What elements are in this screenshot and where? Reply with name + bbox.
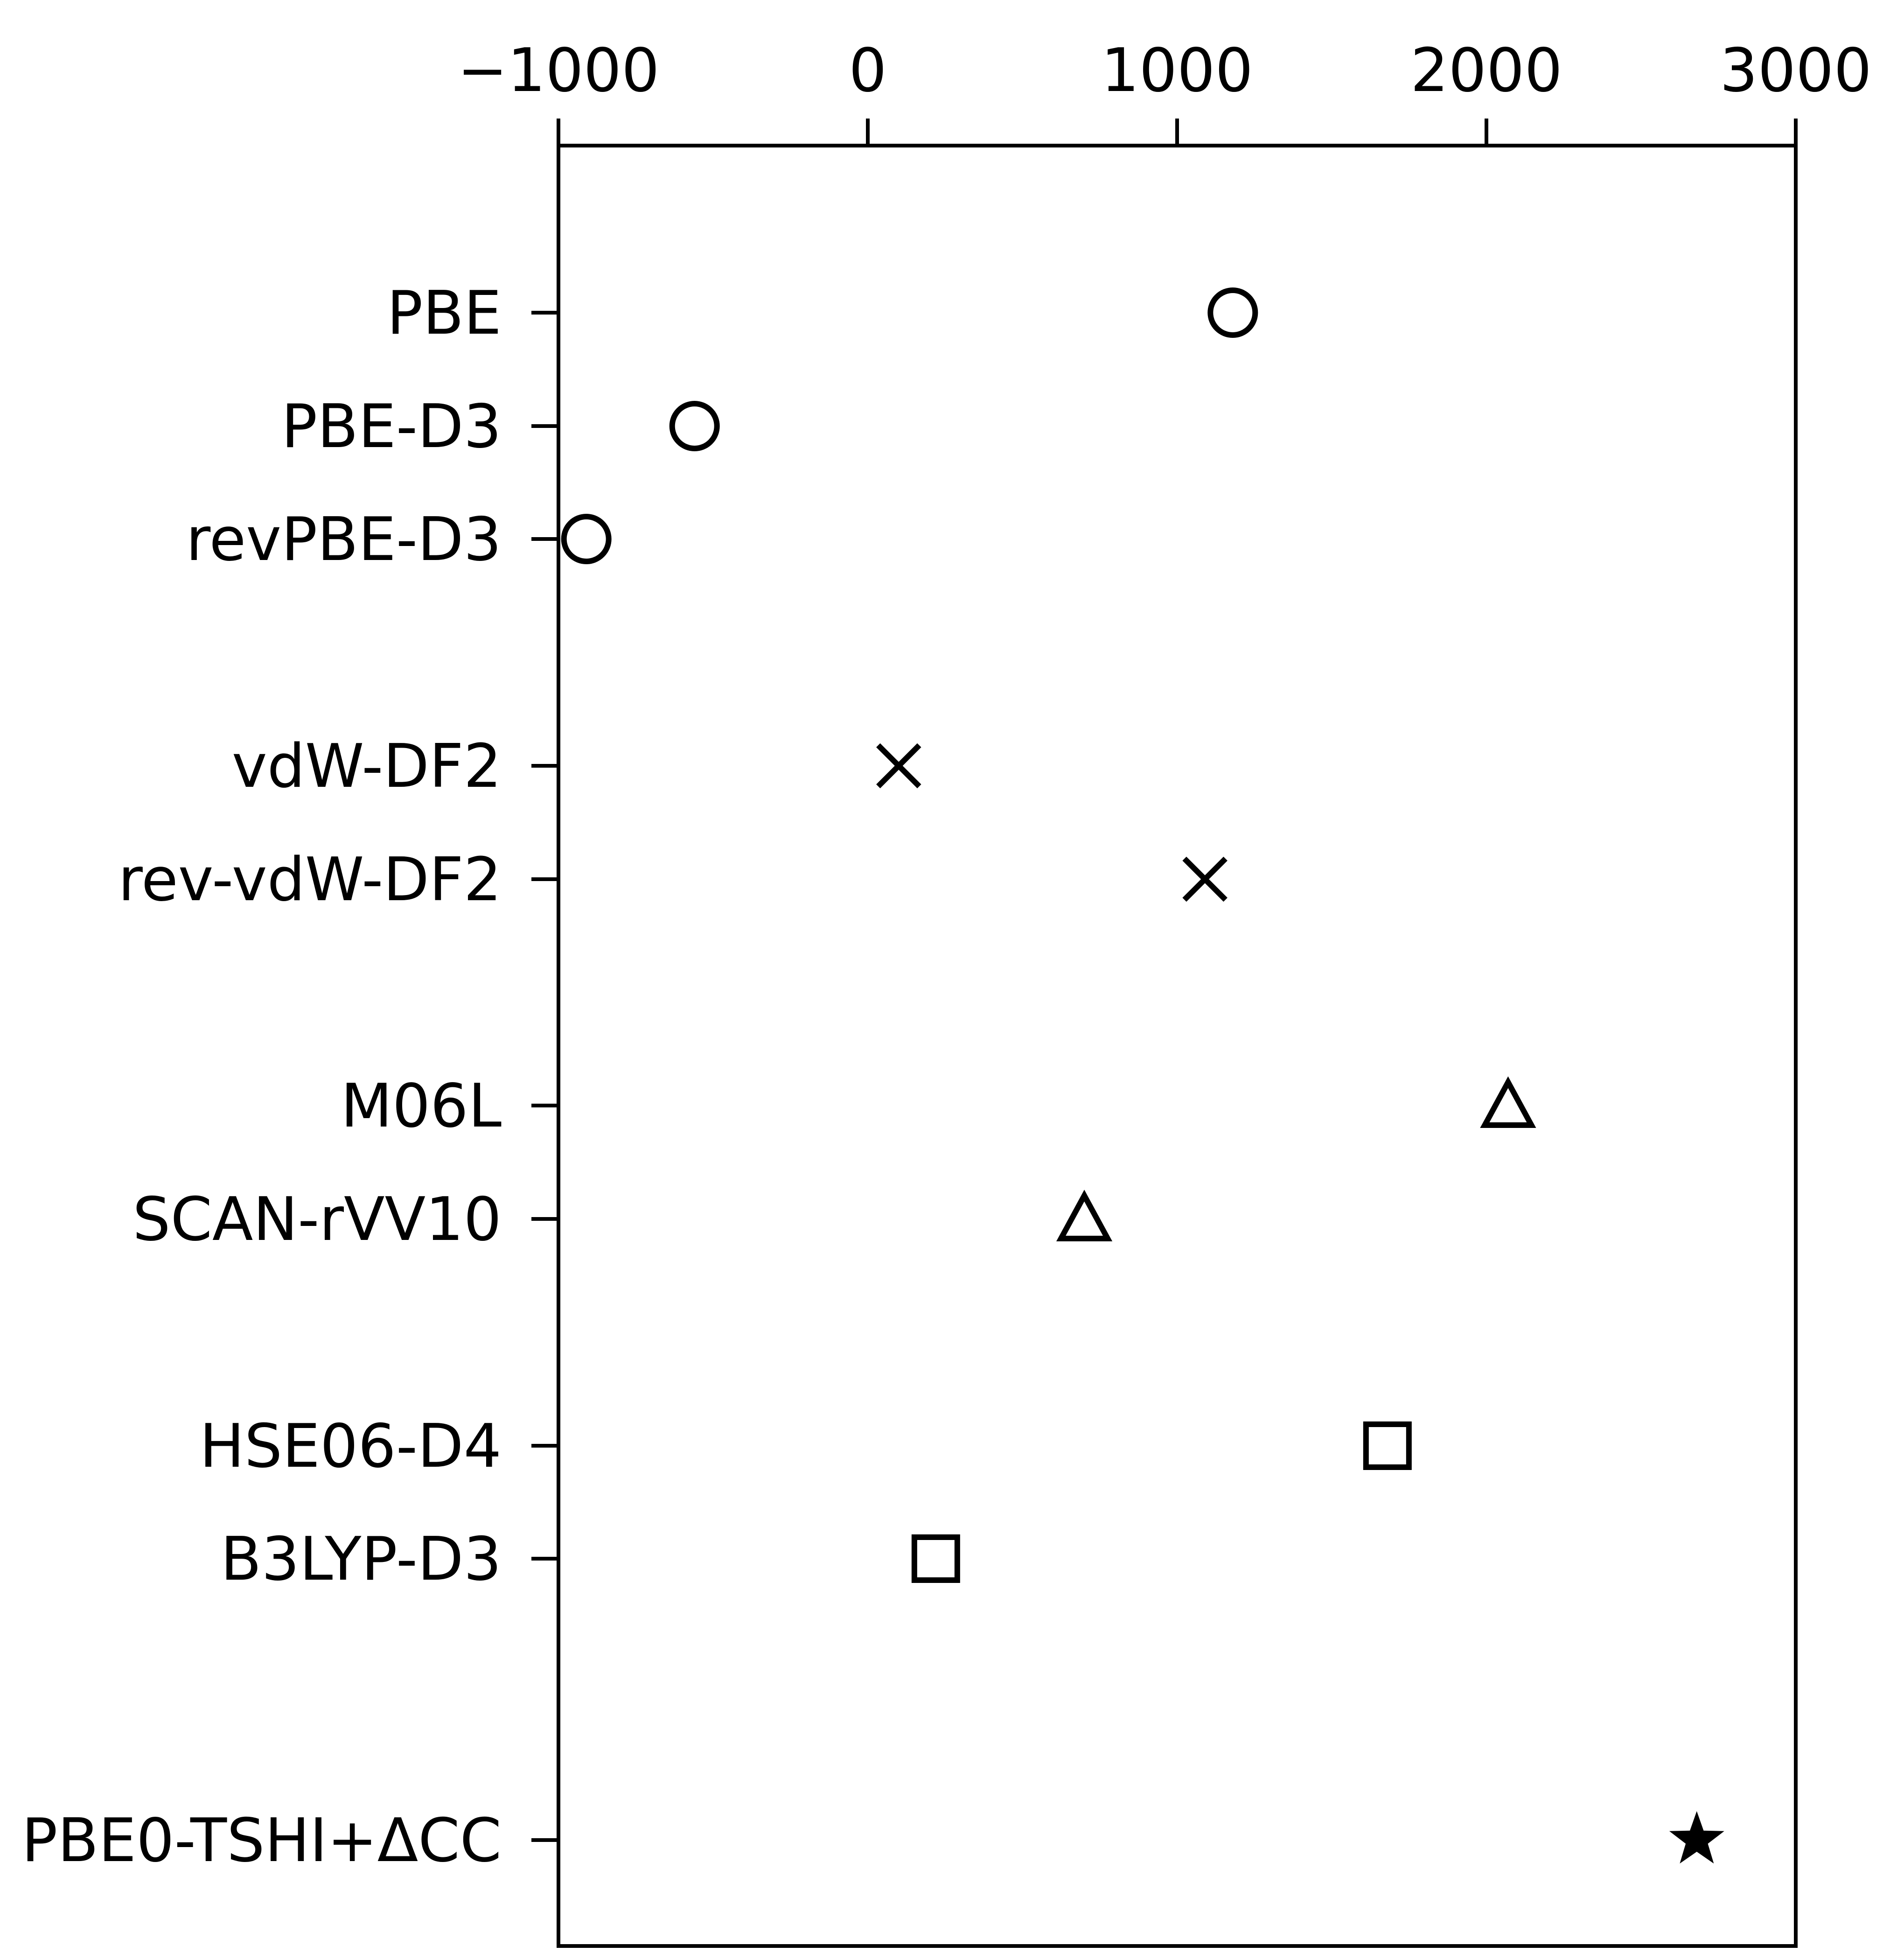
data-point-circle [669, 401, 720, 451]
data-point-x [876, 743, 921, 789]
y-tick-label: revPBE-D3 [186, 505, 502, 574]
y-tick-label: rev-vdW-DF2 [118, 845, 502, 915]
x-tick-label: 3000 [1720, 36, 1872, 105]
y-tick-label: M06L [341, 1071, 502, 1141]
y-tick-label: HSE06-D4 [200, 1412, 502, 1481]
x-tick-label: −1000 [458, 36, 660, 105]
plot-frame [557, 144, 1798, 1948]
data-point-star [1669, 1811, 1724, 1864]
y-tick-label: B3LYP-D3 [221, 1525, 502, 1594]
data-markers [561, 287, 1724, 1864]
x-tick-label: 0 [849, 36, 886, 105]
data-point-square [911, 1534, 960, 1583]
data-point-x [1182, 856, 1227, 902]
y-tick-label: PBE [387, 279, 502, 348]
data-point-circle [561, 514, 612, 564]
data-point-square [1363, 1421, 1412, 1470]
data-point-circle [1207, 287, 1258, 338]
y-axis-ticks: PBE PBE-D3 revPBE-D3 vdW-DF2 rev-vdW-DF2 M06L… [21, 279, 558, 1876]
y-tick-label: SCAN-rVV10 [133, 1185, 502, 1254]
x-tick-label: 2000 [1410, 36, 1562, 105]
data-point-triangle [1480, 1076, 1536, 1128]
y-tick-label: PBE-D3 [281, 392, 502, 462]
x-tick-label: 1000 [1101, 36, 1253, 105]
y-tick-label: PBE0-TSHI+ΔCC [21, 1806, 502, 1876]
x-axis-ticks: −1000 0 1000 2000 3000 [458, 36, 1872, 146]
data-point-triangle [1056, 1190, 1113, 1241]
y-tick-label: vdW-DF2 [232, 732, 502, 801]
